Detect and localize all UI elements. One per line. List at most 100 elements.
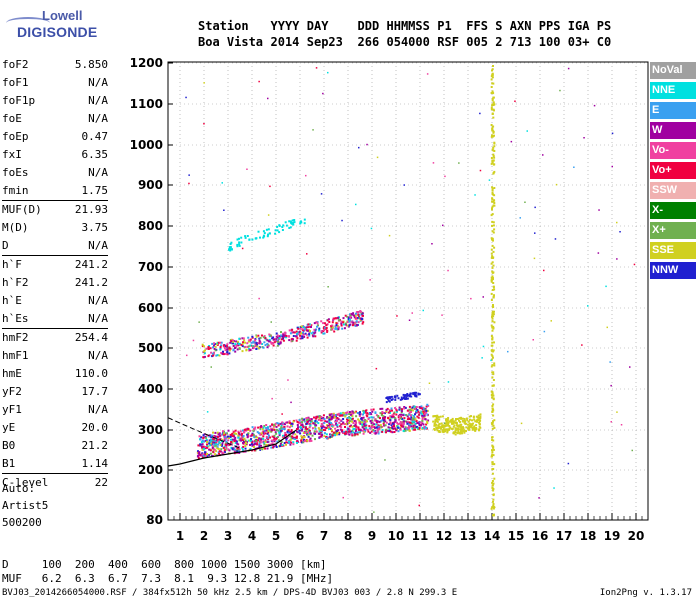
trace-point — [235, 344, 238, 347]
trace-point — [275, 428, 278, 431]
param-name: hmE — [2, 367, 22, 380]
param-value: 1.75 — [81, 184, 109, 197]
trace-point — [372, 408, 375, 411]
trace-point — [276, 422, 279, 425]
trace-point — [320, 330, 323, 333]
noise-point — [583, 137, 585, 139]
trace-point — [347, 419, 350, 422]
trace-point — [420, 410, 423, 413]
trace-point — [288, 442, 291, 444]
trace-point — [221, 433, 224, 436]
trace-point — [236, 340, 239, 343]
trace-point — [447, 428, 449, 431]
header-value-11: C0 — [596, 35, 612, 49]
trace-point — [368, 416, 371, 419]
trace-point — [327, 318, 330, 321]
trace-point — [400, 413, 403, 416]
noise-point — [458, 162, 460, 164]
trace-point — [282, 436, 285, 439]
trace-point — [461, 417, 464, 420]
trace-point — [322, 417, 325, 419]
trace-point — [354, 422, 357, 424]
trace-point — [432, 415, 435, 418]
trace-point — [241, 337, 244, 340]
trace-point — [441, 430, 444, 433]
noise-point — [221, 182, 223, 184]
trace-point — [314, 426, 317, 429]
trace-point — [307, 323, 310, 326]
trace-point — [314, 438, 316, 441]
legend-e: E — [650, 102, 696, 119]
trace-point — [358, 421, 361, 424]
trace-point — [339, 412, 342, 415]
trace-point — [277, 342, 280, 344]
trace-point — [259, 236, 261, 239]
noise-point — [598, 209, 600, 211]
trace-point — [491, 506, 494, 509]
trace-point — [271, 439, 274, 442]
trace-point — [203, 355, 206, 358]
noise-point — [447, 381, 450, 383]
trace-point — [450, 427, 453, 430]
trace-point — [303, 222, 306, 225]
trace-point — [317, 324, 319, 327]
trace-point — [202, 447, 205, 450]
trace-point — [303, 420, 306, 423]
trace-point — [462, 427, 465, 430]
noise-point — [524, 201, 526, 203]
trace-point — [343, 327, 346, 330]
trace-point — [320, 423, 323, 425]
trace-point — [493, 477, 496, 480]
trace-point — [203, 345, 205, 348]
trace-point — [325, 433, 328, 436]
trace-point — [413, 405, 416, 408]
trace-point — [288, 426, 291, 429]
trace-point — [305, 329, 308, 332]
trace-point — [305, 422, 308, 425]
trace-point — [289, 226, 292, 229]
trace-point — [308, 422, 311, 425]
trace-point — [324, 322, 326, 325]
trace-point — [251, 444, 254, 447]
trace-point — [377, 416, 380, 419]
trace-point — [301, 417, 304, 420]
trace-point — [356, 411, 359, 414]
trace-point — [301, 335, 304, 338]
trace-point — [454, 429, 457, 432]
trace-point — [380, 419, 383, 422]
trace-point — [334, 326, 337, 329]
trace-point — [325, 437, 328, 440]
trace-point — [360, 417, 363, 420]
trace-point — [331, 326, 334, 329]
trace-point — [427, 419, 430, 422]
noise-point — [526, 130, 528, 132]
trace-point — [351, 425, 354, 428]
trace-point — [254, 345, 257, 348]
trace-point — [312, 331, 315, 334]
trace-point — [274, 431, 277, 434]
trace-point — [331, 321, 334, 324]
noise-point — [474, 194, 476, 196]
legend-nnw: NNW — [650, 262, 696, 279]
header-value-3: 266 — [357, 35, 380, 49]
trace-point — [280, 441, 283, 444]
trace-point — [273, 434, 276, 437]
trace-point — [219, 444, 222, 446]
trace-point — [451, 417, 454, 420]
trace-point — [492, 116, 495, 119]
trace-point — [256, 431, 259, 434]
trace-point — [226, 345, 229, 348]
trace-point — [387, 426, 390, 429]
trace-point — [284, 421, 287, 424]
trace-point — [201, 439, 204, 442]
trace-point — [410, 425, 413, 428]
trace-point — [491, 481, 494, 484]
trace-point — [208, 442, 211, 445]
trace-point — [354, 324, 357, 327]
noise-point — [550, 320, 552, 322]
trace-point — [330, 422, 333, 425]
trace-point — [360, 313, 363, 316]
trace-point — [238, 433, 241, 436]
trace-point — [242, 341, 244, 344]
noise-point — [403, 184, 405, 186]
